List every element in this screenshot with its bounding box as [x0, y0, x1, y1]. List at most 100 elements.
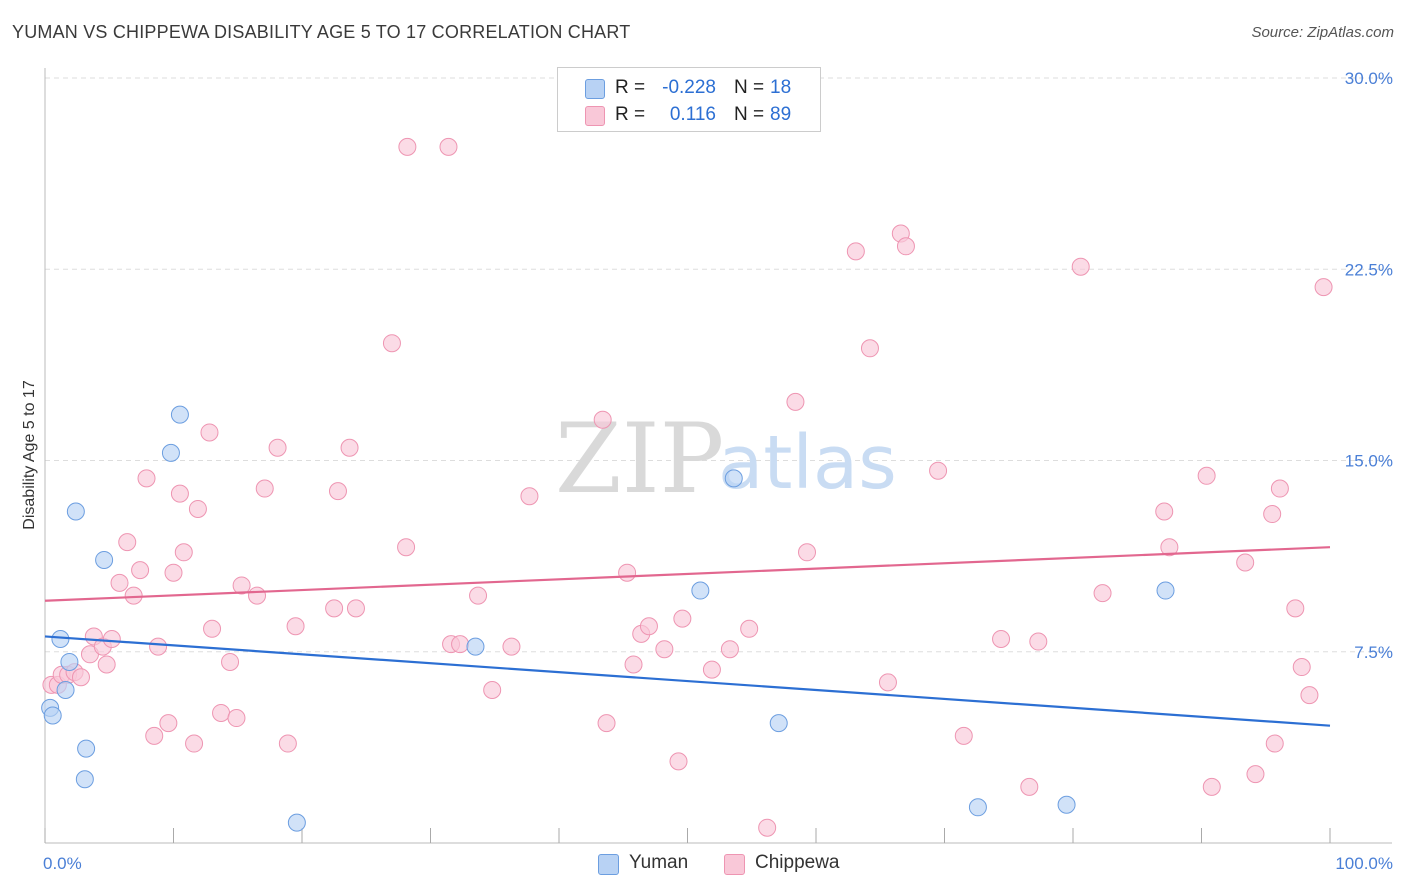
chippewa-point: [1300, 686, 1319, 705]
chippewa-point: [593, 410, 612, 429]
chippewa-point: [1286, 599, 1305, 618]
source-credit: Source: ZipAtlas.com: [1251, 24, 1394, 41]
chippewa-point: [624, 655, 643, 674]
trend-lines: [44, 546, 1331, 727]
chippewa-point: [200, 423, 219, 442]
chippewa-swatch: [585, 106, 605, 126]
chippewa-point: [1265, 734, 1284, 753]
chippewa-point: [149, 637, 168, 656]
grid-lines: [45, 77, 1392, 653]
y-tick-label: 30.0%: [1345, 69, 1393, 88]
chippewa-point: [860, 339, 879, 358]
chippewa-point: [340, 438, 359, 457]
chippewa-point: [102, 630, 121, 648]
chippewa-point: [451, 635, 470, 654]
chippewa-point: [1314, 278, 1333, 297]
chippewa-point: [597, 714, 616, 733]
x-tick-label: 0.0%: [43, 854, 82, 873]
chippewa-point: [221, 652, 240, 671]
chippewa-point: [137, 469, 156, 488]
chippewa-point: [170, 484, 189, 503]
watermark-atlas: atlas: [718, 420, 897, 506]
r-label: R =: [615, 104, 646, 125]
yuman-trend-line: [44, 635, 1331, 727]
yuman-point: [1156, 581, 1175, 600]
yuman-point: [170, 405, 189, 424]
chippewa-point: [878, 673, 897, 692]
chippewa-point: [1263, 505, 1282, 524]
chippewa-point: [268, 438, 287, 457]
chippewa-point: [255, 479, 274, 498]
stats-row-chippewa: R = 0.116 N = 89: [558, 103, 820, 127]
chippewa-point: [1236, 553, 1255, 572]
chippewa-point: [124, 586, 143, 605]
y-tick-label: 7.5%: [1354, 643, 1393, 662]
chippewa-point: [758, 818, 777, 837]
chippewa-point: [278, 734, 297, 753]
chippewa-trend-line: [44, 546, 1331, 602]
chippewa-point: [655, 640, 674, 659]
chippewa-point: [896, 237, 915, 256]
chippewa-point: [1020, 777, 1039, 796]
yuman-point: [1057, 795, 1076, 814]
chippewa-point: [618, 563, 637, 582]
chippewa-point: [398, 137, 417, 156]
yuman-point: [724, 469, 743, 488]
legend: Yuman Chippewa: [0, 852, 1406, 878]
yuman-point: [968, 798, 987, 817]
chippewa-point: [145, 726, 164, 745]
chippewa-point: [203, 619, 222, 638]
chippewa-point: [702, 660, 721, 679]
chippewa-point: [1246, 765, 1265, 784]
chippewa-point: [669, 752, 688, 771]
chippewa-point: [188, 499, 207, 518]
n-label: N =: [734, 104, 765, 125]
x-tick-labels: 0.0% 100.0%: [43, 854, 1393, 873]
chippewa-point: [1155, 502, 1174, 521]
chippewa-point: [520, 487, 539, 506]
yuman-point: [287, 813, 306, 832]
chippewa-point: [639, 617, 658, 636]
chart-title: YUMAN VS CHIPPEWA DISABILITY AGE 5 TO 17…: [12, 22, 631, 42]
chippewa-point: [720, 640, 739, 659]
chippewa-swatch: [724, 854, 745, 875]
chippewa-point: [992, 630, 1011, 648]
x-tick-label: 100.0%: [1335, 854, 1393, 873]
yuman-point: [77, 739, 96, 758]
r-value: -0.228: [662, 77, 716, 98]
yuman-point: [43, 706, 62, 725]
chippewa-point: [346, 599, 365, 618]
yuman-point: [75, 770, 94, 789]
chippewa-point: [164, 563, 183, 582]
chippewa-point: [439, 137, 458, 156]
chippewa-point: [397, 538, 416, 557]
stats-row-yuman: R = -0.228 N = 18: [558, 76, 820, 100]
chippewa-point: [185, 734, 204, 753]
chippewa-point: [483, 681, 502, 699]
y-axis-label: Disability Age 5 to 17: [21, 380, 38, 530]
chippewa-point: [929, 461, 948, 480]
chippewa-point: [469, 586, 488, 605]
chippewa-point: [174, 543, 193, 562]
chippewa-point: [227, 709, 246, 728]
r-label: R =: [615, 77, 646, 98]
chippewa-point: [118, 533, 137, 552]
chippewa-point: [131, 561, 150, 580]
chippewa-point: [740, 619, 759, 638]
chippewa-point: [954, 726, 973, 745]
chippewa-point: [212, 703, 231, 722]
chippewa-point: [1071, 257, 1090, 276]
y-tick-labels: 7.5% 15.0% 22.5% 30.0%: [1345, 69, 1393, 662]
yuman-point: [60, 652, 79, 671]
chippewa-point: [502, 637, 521, 656]
chippewa-point: [328, 482, 347, 501]
chippewa-point: [71, 668, 90, 687]
chippewa-point: [1029, 632, 1048, 651]
chippewa-point: [382, 334, 401, 353]
chippewa-point: [1202, 777, 1221, 796]
yuman-point: [95, 550, 114, 569]
stats-box: R = -0.228 N = 18 R = 0.116 N = 89: [557, 67, 821, 132]
chippewa-point: [1197, 466, 1216, 485]
n-value: 89: [770, 104, 792, 125]
